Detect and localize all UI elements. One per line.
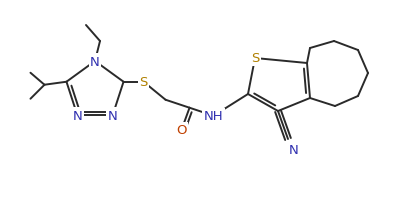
Text: NH: NH [204, 110, 223, 123]
Text: O: O [176, 124, 187, 137]
Text: S: S [139, 76, 148, 89]
Text: N: N [72, 109, 82, 122]
Text: N: N [108, 109, 118, 122]
Text: N: N [90, 55, 100, 68]
Text: S: S [251, 52, 259, 65]
Text: N: N [289, 143, 299, 156]
